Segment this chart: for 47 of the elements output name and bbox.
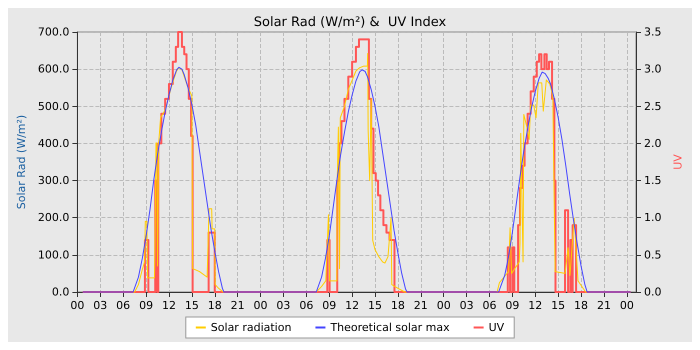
x-tick-label: 03 xyxy=(93,299,108,312)
y2-tick-label: 2.0 xyxy=(644,136,662,150)
y2-tick-label: 0.0 xyxy=(644,286,662,298)
x-tick-label: 03 xyxy=(460,299,474,312)
y-tick-label: 500.0 xyxy=(38,100,70,113)
x-tick-label: 00 xyxy=(254,299,268,312)
x-tick-label: 18 xyxy=(574,299,588,312)
x-tick-label: 21 xyxy=(596,299,611,312)
y-tick-label: 100.0 xyxy=(38,248,70,262)
legend-label: UV xyxy=(488,321,505,334)
legend-label: Theoretical solar max xyxy=(329,321,450,334)
x-tick-label: 21 xyxy=(230,299,245,312)
x-tick-label: 00 xyxy=(620,299,634,312)
chart-title: Solar Rad (W/m²) & UV Index xyxy=(254,15,447,30)
y2-axis-title: UV xyxy=(671,154,684,170)
y2-tick-label: 3.0 xyxy=(644,62,662,76)
x-tick-label: 09 xyxy=(505,299,520,312)
x-tick-label: 12 xyxy=(162,299,176,312)
y2-tick-label: 0.5 xyxy=(644,248,662,262)
y2-tick-label: 3.5 xyxy=(644,26,662,38)
x-tick-label: 06 xyxy=(299,299,314,312)
x-tick-label: 12 xyxy=(528,299,542,312)
x-tick-label: 03 xyxy=(276,299,290,312)
y-tick-label: 600.0 xyxy=(38,62,70,76)
y2-tick-label: 1.5 xyxy=(644,174,662,188)
y-tick-label: 700.0 xyxy=(38,26,70,38)
x-tick-label: 21 xyxy=(414,299,428,312)
legend-label: Solar radiation xyxy=(210,321,292,334)
x-tick-label: 00 xyxy=(436,299,451,312)
x-tick-label: 00 xyxy=(70,299,84,312)
x-tick-label: 09 xyxy=(322,299,336,312)
x-tick-label: 15 xyxy=(184,299,199,312)
x-tick-label: 06 xyxy=(482,299,496,312)
x-tick-label: 09 xyxy=(139,299,154,312)
y-tick-label: 0.0 xyxy=(52,286,70,298)
x-tick-label: 12 xyxy=(345,299,360,312)
x-tick-label: 06 xyxy=(116,299,130,312)
y2-tick-label: 1.0 xyxy=(644,211,662,224)
y-tick-label: 200.0 xyxy=(38,211,70,224)
y-tick-label: 300.0 xyxy=(38,174,70,188)
y-tick-label: 400.0 xyxy=(38,136,70,150)
x-tick-label: 18 xyxy=(390,299,405,312)
x-tick-label: 15 xyxy=(551,299,566,312)
y2-tick-label: 2.5 xyxy=(644,100,662,113)
x-tick-label: 15 xyxy=(368,299,382,312)
x-tick-label: 18 xyxy=(208,299,222,312)
y-axis-title: Solar Rad (W/m²) xyxy=(15,114,28,210)
